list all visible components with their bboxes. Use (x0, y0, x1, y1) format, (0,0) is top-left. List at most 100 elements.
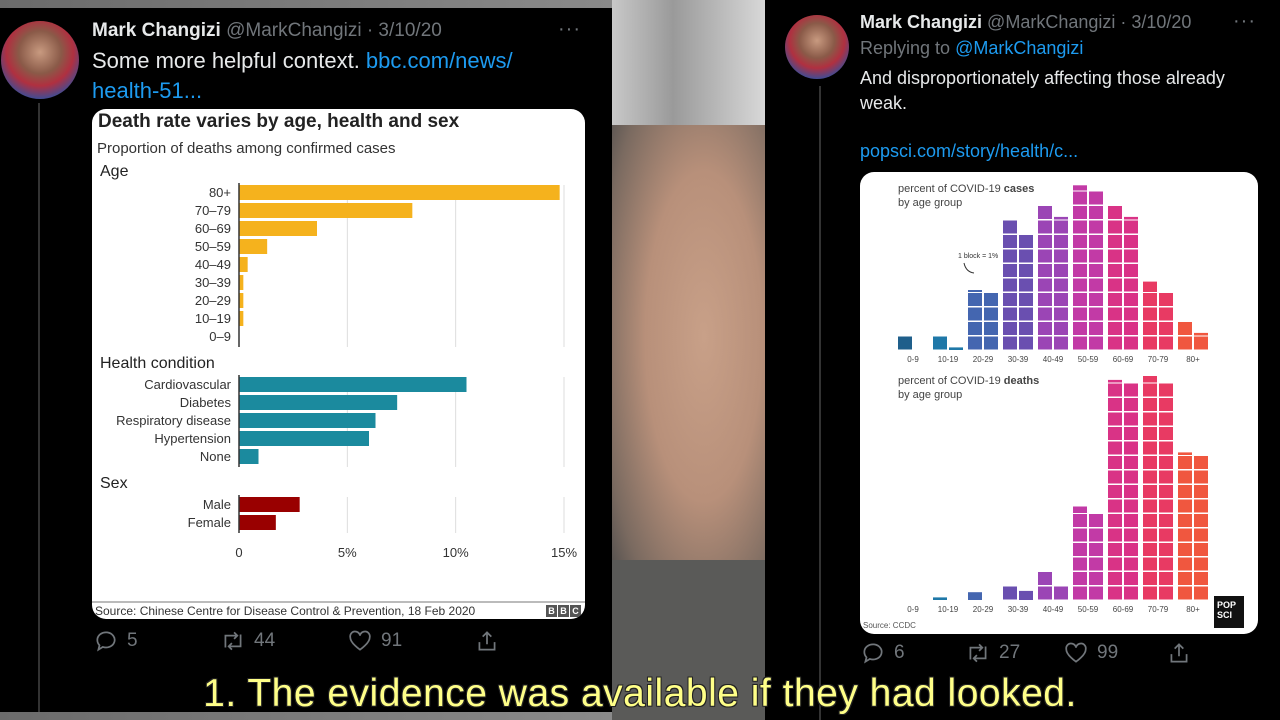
waffle-block (1003, 322, 1017, 335)
like-count: 99 (1097, 642, 1119, 663)
waffle-block (1124, 499, 1138, 513)
waffle-block (1054, 264, 1068, 277)
bar (239, 257, 248, 272)
waffle-block (1038, 293, 1052, 306)
waffle-block (1178, 543, 1192, 556)
waffle-block (1143, 427, 1157, 440)
waffle-block (1143, 441, 1157, 455)
author-handle[interactable]: @MarkChangizi (987, 12, 1116, 32)
bar (239, 311, 244, 326)
category-label: Female (187, 515, 231, 530)
waffle-block (1089, 514, 1103, 527)
waffle-block (1019, 249, 1033, 263)
tweet-link[interactable]: popsci.com/story/health/c... (860, 141, 1079, 161)
more-options-icon[interactable]: ··· (1233, 10, 1256, 32)
replying-to-link[interactable]: @MarkChangizi (955, 38, 1084, 58)
waffle-block (1054, 336, 1068, 350)
waffle-block (1143, 514, 1157, 527)
waffle-block (1194, 543, 1208, 556)
waffle-block (968, 336, 982, 350)
waffle-block (1019, 278, 1033, 292)
bbc-bar-chart: 0 5% 10% 15% (235, 183, 577, 560)
bbc-chart-card[interactable]: Death rate varies by age, health and sex… (92, 109, 585, 619)
category-label: 0–9 (209, 329, 231, 344)
share-icon (478, 631, 496, 651)
waffle-block (1089, 264, 1103, 277)
waffle-block (1003, 293, 1017, 306)
annotation-arrow (963, 262, 975, 274)
share-button[interactable] (474, 628, 500, 654)
waffle-partial-block (1194, 332, 1208, 336)
waffle-block (1143, 412, 1157, 426)
waffle-block (984, 293, 998, 306)
retweet-count: 44 (254, 630, 276, 651)
waffle-block (1038, 278, 1052, 292)
waffle-block (1054, 249, 1068, 263)
waffle-block (1019, 336, 1033, 350)
waffle-block (1089, 191, 1103, 205)
waffle-block (1089, 586, 1103, 600)
share-button[interactable] (1166, 640, 1192, 666)
waffle-block (1159, 427, 1173, 440)
waffle-block (1124, 249, 1138, 263)
age-label: 40-49 (1043, 355, 1064, 364)
chart-title: Death rate varies by age, health and sex (98, 111, 460, 132)
waffle-block (1089, 528, 1103, 542)
waffle-block (1178, 514, 1192, 527)
waffle-block (1143, 572, 1157, 585)
waffle-block (1003, 235, 1017, 248)
category-label: Hypertension (154, 431, 231, 446)
waffle-block (1038, 264, 1052, 277)
waffle-block (1108, 485, 1122, 498)
avatar[interactable] (785, 15, 849, 79)
waffle-block (1124, 470, 1138, 484)
waffle-block (1108, 441, 1122, 455)
tweet-date[interactable]: · 3/10/20 (1120, 12, 1192, 32)
author-name[interactable]: Mark Changizi (860, 12, 983, 32)
tweet-date[interactable]: · 3/10/20 (366, 20, 442, 41)
tweet-body: Some more helpful context. (92, 48, 366, 73)
chart-subtitle: Proportion of deaths among confirmed cas… (97, 140, 396, 157)
reply-button[interactable]: 5 (93, 628, 220, 654)
waffle-block (1108, 293, 1122, 306)
more-options-icon[interactable]: ··· (558, 18, 581, 40)
waffle-block (1124, 441, 1138, 455)
thread-line (38, 103, 40, 712)
like-button[interactable]: 99 (1063, 640, 1166, 666)
waffle-block (1159, 456, 1173, 469)
retweet-button[interactable]: 44 (220, 628, 347, 654)
waffle-block (1003, 264, 1017, 277)
waffle-block (1108, 278, 1122, 292)
waffle-block (1073, 586, 1087, 600)
bar (239, 275, 244, 290)
waffle-block (1143, 557, 1157, 571)
category-label: Respiratory disease (116, 413, 231, 428)
popsci-chart-card[interactable]: percent of COVID-19 cases by age group pe… (860, 172, 1258, 634)
avatar[interactable] (1, 21, 79, 99)
waffle-block (1108, 572, 1122, 585)
waffle-block (1159, 528, 1173, 542)
author-handle[interactable]: @MarkChangizi (226, 20, 362, 41)
waffle-block (1159, 398, 1173, 411)
retweet-button[interactable]: 27 (965, 640, 1063, 666)
source-text: Source: Chinese Centre for Disease Contr… (95, 604, 476, 618)
reply-button[interactable]: 6 (860, 640, 965, 666)
waffle-block (1108, 249, 1122, 263)
waffle-block (1019, 264, 1033, 277)
author-name[interactable]: Mark Changizi (92, 20, 221, 41)
like-button[interactable]: 91 (347, 628, 474, 654)
age-label: 60-69 (1113, 355, 1134, 364)
waffle-block (1038, 307, 1052, 321)
waffle-block (1159, 572, 1173, 585)
waffle-block (1108, 543, 1122, 556)
tweet-link[interactable]: bbc.com/news/ health-51... (92, 48, 513, 103)
waffle-block (1159, 470, 1173, 484)
waffle-block (1073, 572, 1087, 585)
waffle-block (1108, 514, 1122, 527)
waffle-block (1019, 322, 1033, 335)
waffle-block (984, 322, 998, 335)
bar (239, 203, 413, 218)
waffle-block (1089, 206, 1103, 219)
waffle-block (1124, 557, 1138, 571)
bar (239, 221, 317, 236)
